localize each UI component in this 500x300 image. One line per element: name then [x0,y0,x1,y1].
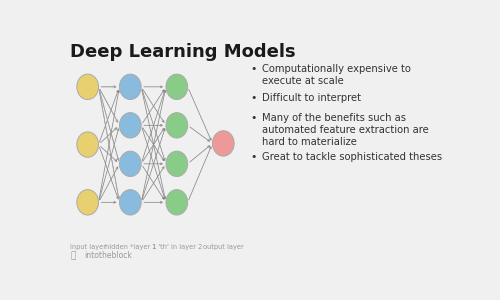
Text: Computationally expensive to
execute at scale: Computationally expensive to execute at … [262,64,411,86]
Text: •: • [250,64,257,74]
Ellipse shape [120,74,141,100]
Ellipse shape [77,132,98,157]
Text: Many of the benefits such as
automated feature extraction are
hard to materializ: Many of the benefits such as automated f… [262,113,429,148]
Text: Deep Learning Models: Deep Learning Models [70,43,296,61]
Text: 1 'th' in layer 2: 1 'th' in layer 2 [152,244,202,250]
Text: output layer: output layer [203,244,243,250]
Ellipse shape [120,151,141,176]
Text: •: • [250,113,257,123]
Text: Great to tackle sophisticated theses: Great to tackle sophisticated theses [262,152,442,162]
Ellipse shape [120,112,141,138]
Ellipse shape [212,131,234,156]
Text: intotheblock: intotheblock [84,251,132,260]
Ellipse shape [166,112,188,138]
Ellipse shape [77,190,98,215]
Ellipse shape [166,151,188,176]
Text: Difficult to interpret: Difficult to interpret [262,93,361,103]
Ellipse shape [166,74,188,100]
Ellipse shape [166,190,188,215]
Text: Ⓢ: Ⓢ [70,251,75,260]
Ellipse shape [77,74,98,100]
Text: •: • [250,93,257,103]
Text: hidden *layer 1: hidden *layer 1 [104,244,156,250]
Text: •: • [250,152,257,162]
Ellipse shape [120,190,141,215]
Text: input layer: input layer [70,244,106,250]
